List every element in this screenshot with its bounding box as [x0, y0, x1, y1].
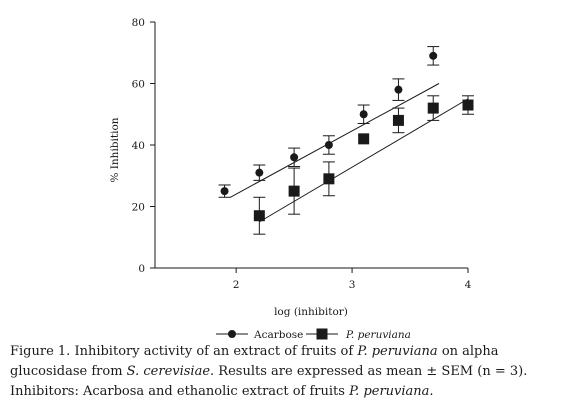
x-tick-label: 2	[233, 279, 240, 291]
legend-label-acarbose: Acarbose	[253, 329, 303, 341]
y-tick-label: 80	[132, 17, 145, 29]
error-bars	[218, 46, 474, 235]
legend-marker-p-peruviana	[316, 328, 328, 340]
data-point-acarbose	[290, 153, 299, 162]
data-point-acarbose	[255, 168, 264, 177]
caption-species-3: P. peruviana	[349, 384, 430, 399]
data-point-p-peruviana	[462, 99, 474, 111]
legend-label-p-peruviana: P. peruviana	[345, 329, 411, 341]
data-point-p-peruviana	[323, 173, 335, 185]
legend-marker-acarbose	[228, 330, 236, 338]
data-point-p-peruviana	[253, 210, 265, 222]
data-point-p-peruviana	[392, 114, 404, 126]
x-tick-label: 4	[465, 279, 472, 291]
y-tick-label: 60	[132, 79, 145, 91]
caption-species-1: P. peruviana	[357, 344, 438, 359]
data-points	[220, 51, 474, 222]
y-axis-label: % Inhibition	[109, 117, 121, 182]
y-tick-label: 20	[132, 202, 145, 214]
data-point-acarbose	[359, 110, 368, 119]
x-tick-label: 3	[349, 279, 356, 291]
axes	[154, 22, 468, 269]
data-point-p-peruviana	[358, 133, 370, 145]
ticks: 0 20 40 60 80 2 3 4	[132, 17, 472, 291]
caption-prefix: Figure 1. Inhibitory activity of an extr…	[10, 344, 358, 359]
legend: Acarbose P. peruviana	[216, 328, 411, 341]
caption-middle-1: on alpha glucosidase from	[10, 344, 499, 379]
y-tick-label: 40	[132, 140, 145, 152]
caption-middle-2: . Results are expressed as mean ± SEM (n…	[10, 364, 528, 399]
x-axis-label: log (inhibitor)	[274, 306, 348, 318]
caption-suffix: .	[429, 384, 434, 399]
y-tick-label: 0	[138, 263, 145, 275]
data-point-p-peruviana	[427, 102, 439, 114]
data-point-acarbose	[429, 51, 438, 60]
data-point-p-peruviana	[288, 185, 300, 197]
data-point-acarbose	[220, 187, 229, 196]
data-point-acarbose	[324, 141, 333, 149]
fit-line-acarbose	[230, 83, 440, 198]
figure-caption: Figure 1. Inhibitory activity of an extr…	[10, 342, 566, 402]
data-point-acarbose	[394, 85, 403, 94]
caption-species-2: S. cerevisiae	[126, 364, 211, 379]
